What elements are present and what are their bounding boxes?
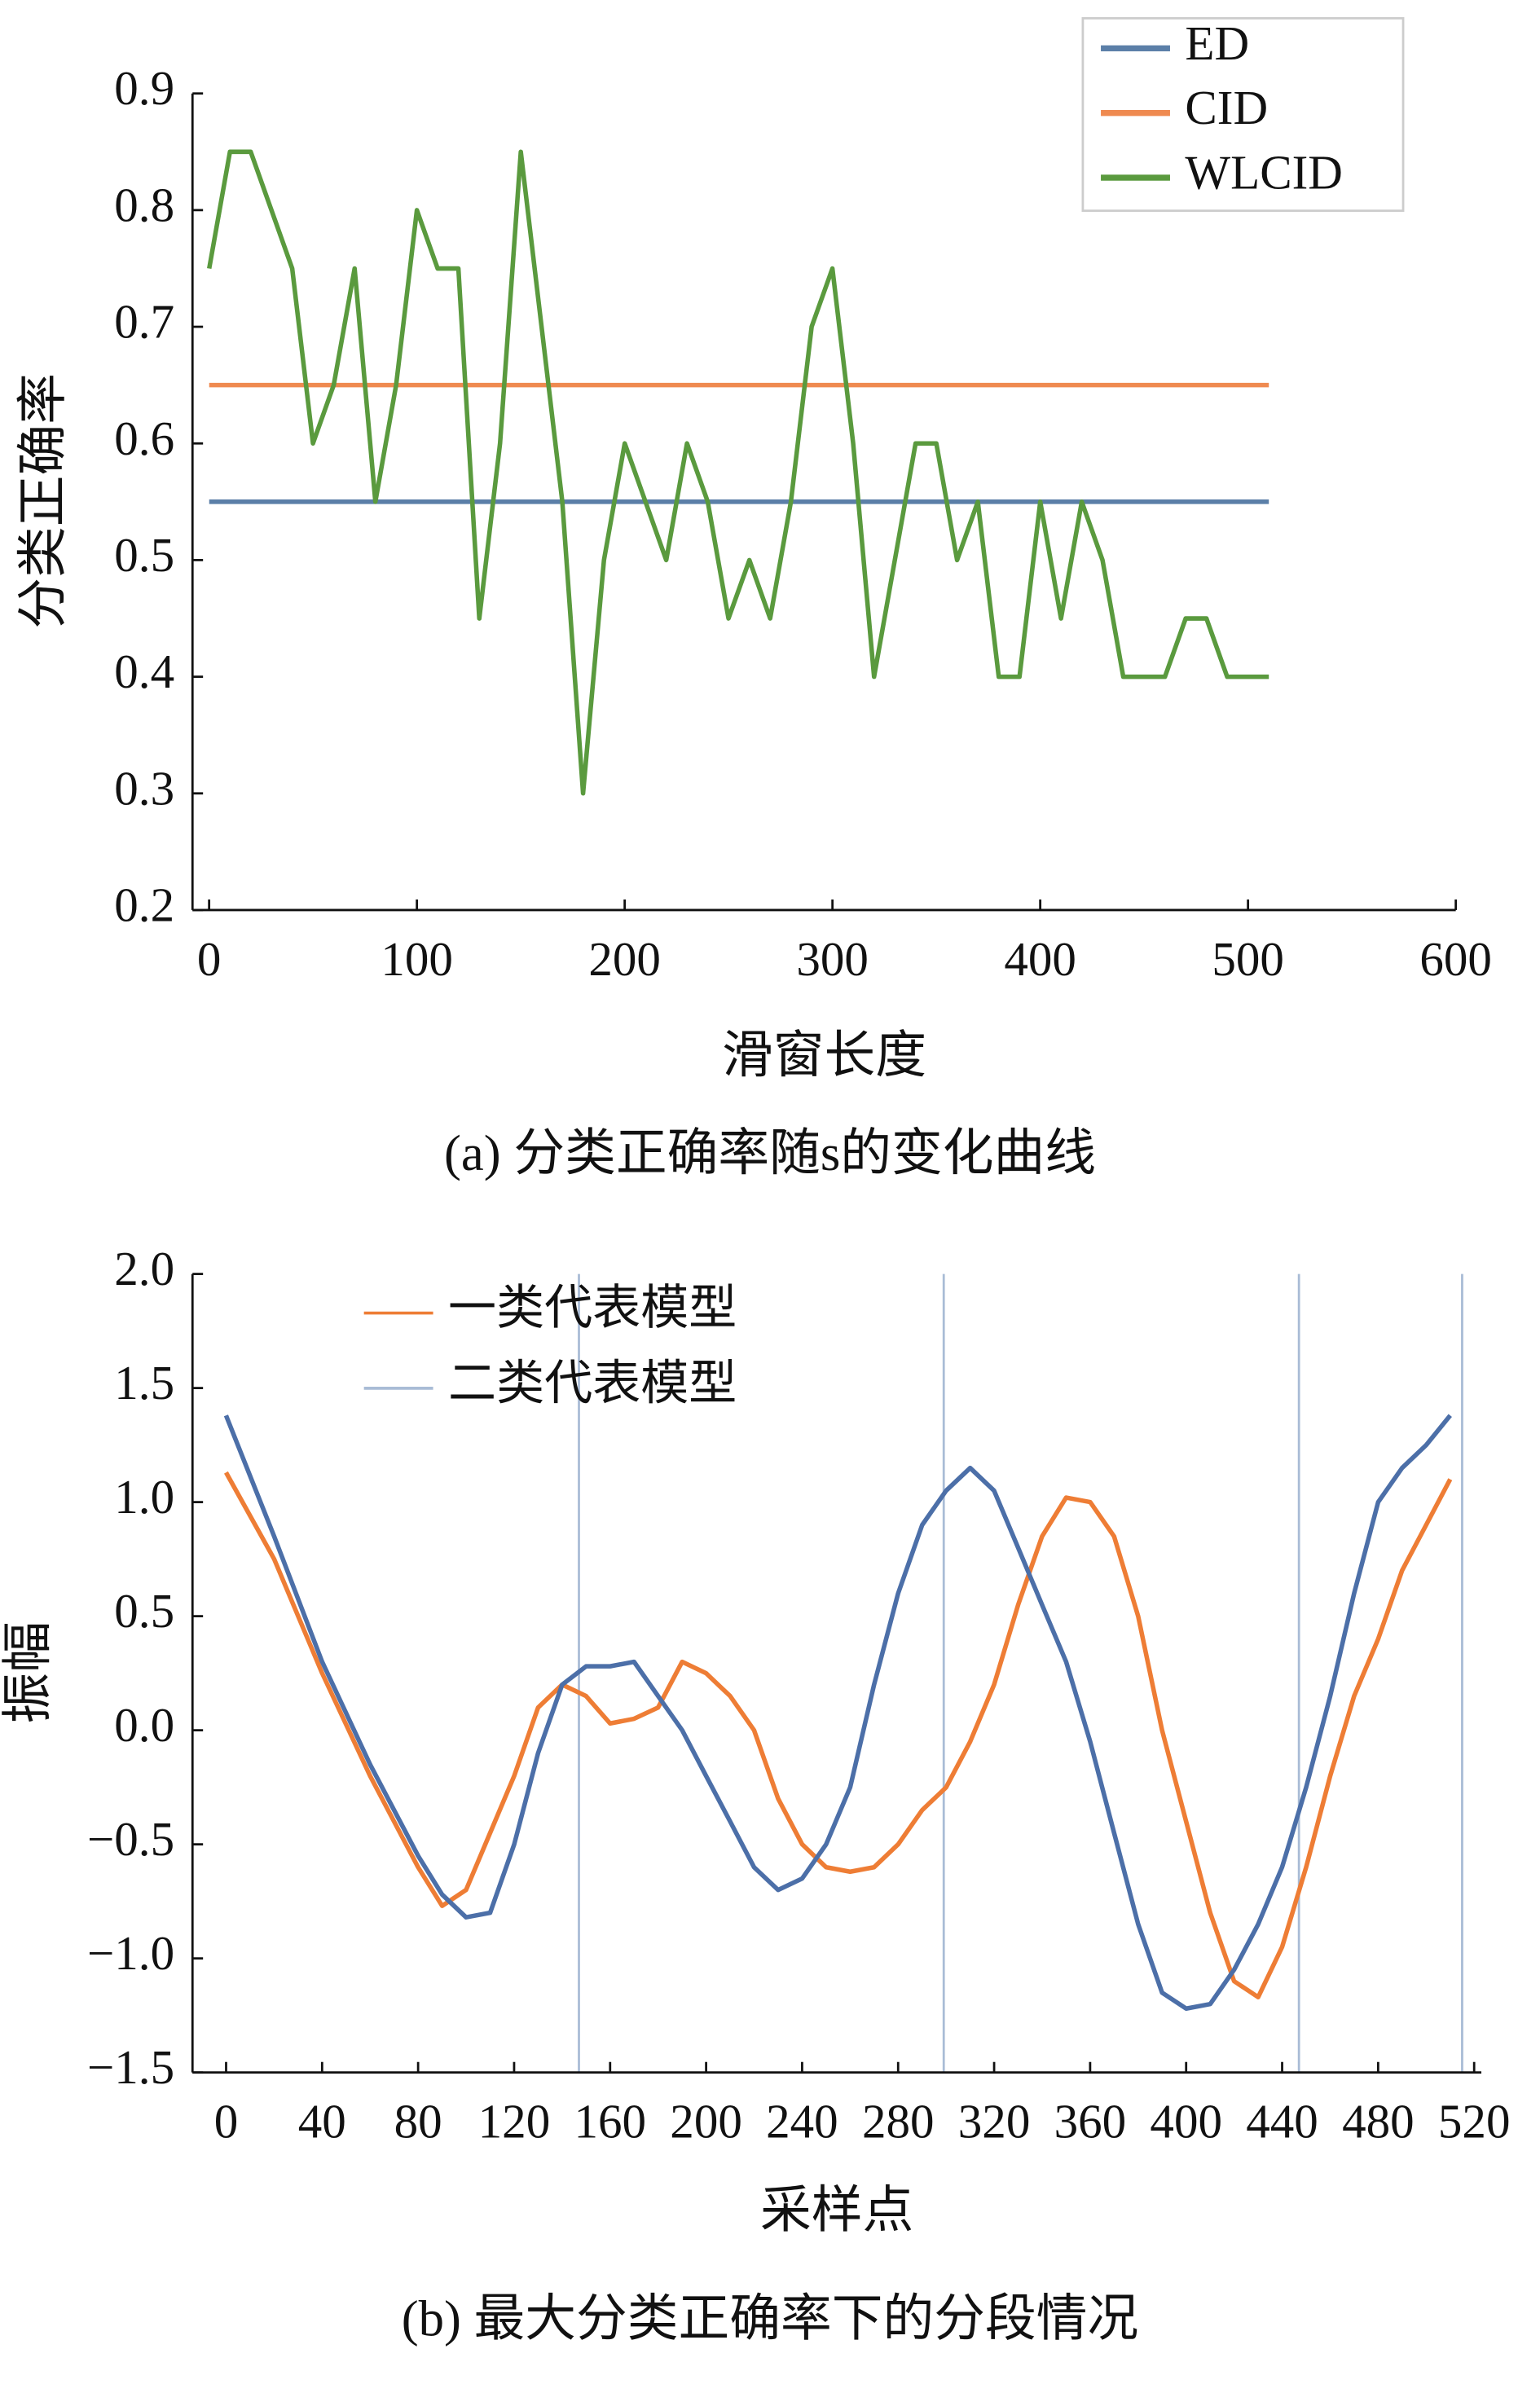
x-tick-label: 40 — [298, 2095, 346, 2149]
y-tick-label: 0.0 — [114, 1698, 174, 1752]
y-tick-label: 0.5 — [114, 1584, 174, 1638]
x-tick-label: 160 — [574, 2095, 646, 2149]
x-tick-label: 600 — [1419, 932, 1492, 986]
legend-label: CID — [1185, 81, 1268, 134]
x-tick-label: 240 — [766, 2095, 838, 2149]
y-tick-label: 0.4 — [114, 644, 174, 698]
legend-label: ED — [1185, 16, 1249, 70]
x-axis-label: 滑窗长度 — [722, 1027, 926, 1084]
x-tick-label: 440 — [1246, 2095, 1318, 2149]
legend-label: WLCID — [1185, 146, 1343, 200]
data-line — [207, 149, 1269, 796]
x-tick-label: 280 — [862, 2095, 935, 2149]
y-tick-label: 0.3 — [114, 761, 174, 815]
x-tick-label: 500 — [1212, 932, 1284, 986]
x-tick-label: 120 — [478, 2095, 551, 2149]
x-tick-label: 200 — [588, 932, 661, 986]
y-tick-label: −1.5 — [87, 2040, 174, 2094]
x-tick-label: 200 — [670, 2095, 742, 2149]
y-tick-label: 0.5 — [114, 528, 174, 582]
data-line — [223, 1414, 1452, 2011]
y-tick-label: 0.2 — [114, 878, 174, 931]
x-tick-label: 520 — [1438, 2095, 1511, 2149]
x-tick-label: 0 — [197, 932, 222, 986]
y-tick-label: 1.5 — [114, 1356, 174, 1410]
y-tick-label: 0.7 — [114, 295, 174, 349]
y-tick-label: −1.0 — [87, 1926, 174, 1980]
y-tick-label: 0.6 — [114, 411, 174, 465]
x-tick-label: 0 — [214, 2095, 239, 2149]
caption: (b) 最大分类正确率下的分段情况 — [402, 2289, 1139, 2347]
y-axis-label: 分类正确率 — [14, 373, 71, 629]
y-axis-label: 振幅 — [0, 1621, 56, 1724]
y-tick-label: −0.5 — [87, 1812, 174, 1866]
caption: (a) 分类正确率随s的变化曲线 — [444, 1124, 1096, 1181]
x-tick-label: 400 — [1004, 932, 1076, 986]
x-tick-label: 320 — [958, 2095, 1031, 2149]
x-axis-label: 采样点 — [760, 2181, 913, 2238]
x-tick-label: 300 — [796, 932, 869, 986]
x-tick-label: 360 — [1054, 2095, 1127, 2149]
y-tick-label: 0.9 — [114, 61, 174, 115]
legend-label: 一类代表模型 — [448, 1281, 737, 1335]
x-tick-label: 480 — [1342, 2095, 1415, 2149]
x-tick-label: 80 — [394, 2095, 442, 2149]
legend-label: 二类代表模型 — [448, 1356, 737, 1410]
x-tick-label: 100 — [381, 932, 453, 986]
y-tick-label: 0.8 — [114, 178, 174, 231]
x-tick-label: 400 — [1150, 2095, 1222, 2149]
y-tick-label: 2.0 — [114, 1242, 174, 1295]
data-line — [223, 1471, 1453, 1999]
y-tick-label: 1.0 — [114, 1470, 174, 1524]
